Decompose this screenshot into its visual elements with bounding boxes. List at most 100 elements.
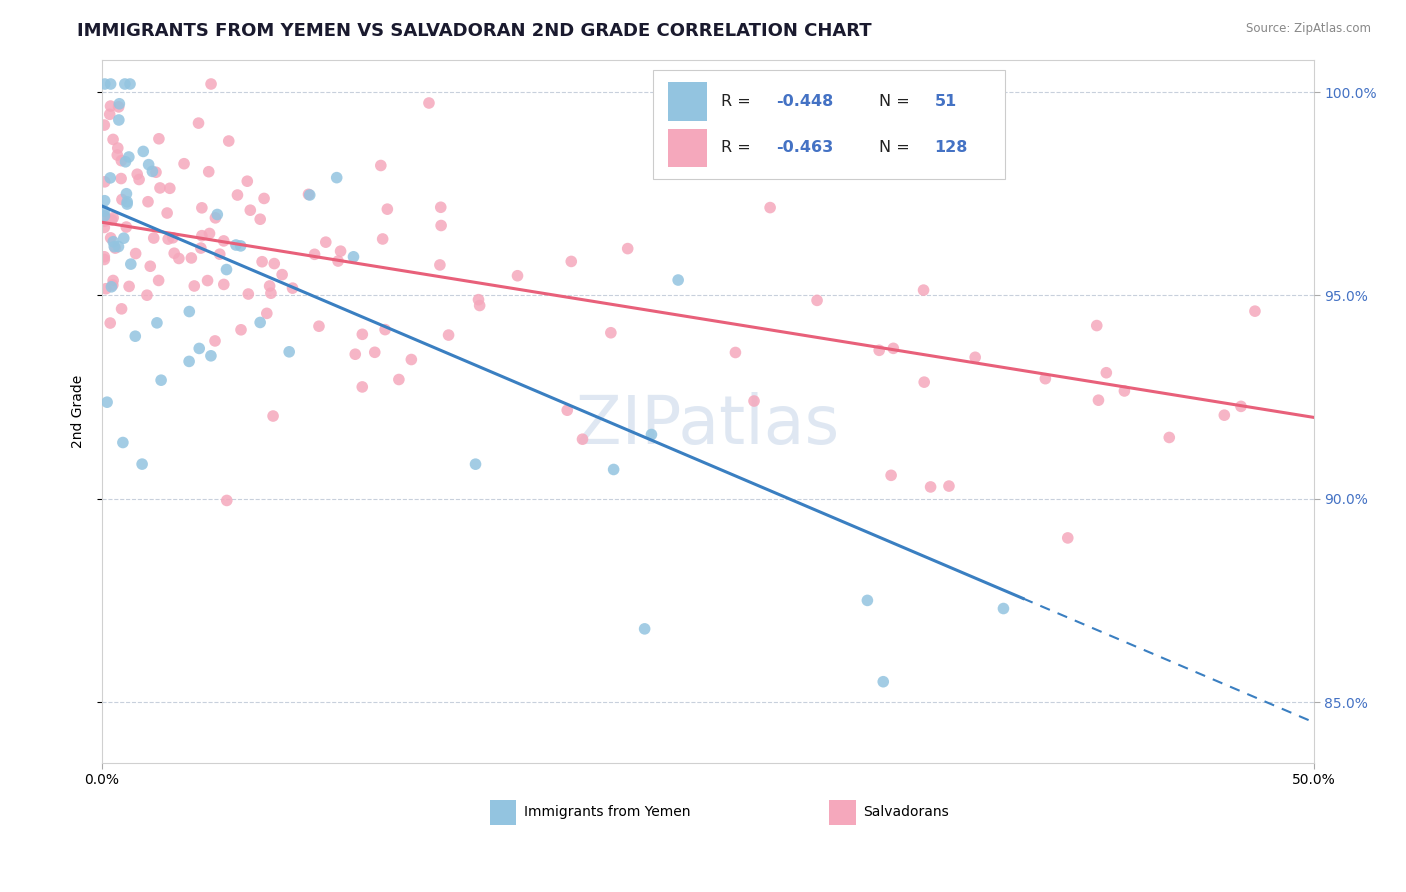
- Point: [249, 212, 271, 227]
- Point: [872, 674, 894, 689]
- Point: [467, 293, 489, 307]
- Point: [198, 227, 221, 241]
- Point: [1244, 304, 1267, 318]
- Point: [101, 273, 124, 287]
- Point: [115, 220, 138, 235]
- Point: [100, 77, 122, 91]
- Point: [1085, 318, 1108, 333]
- Point: [108, 96, 131, 111]
- Text: IMMIGRANTS FROM YEMEN VS SALVADORAN 2ND GRADE CORRELATION CHART: IMMIGRANTS FROM YEMEN VS SALVADORAN 2ND …: [77, 22, 872, 40]
- Point: [191, 228, 214, 243]
- Point: [229, 323, 252, 337]
- Point: [173, 157, 195, 171]
- Point: [326, 254, 349, 268]
- Point: [464, 457, 486, 471]
- Text: -0.463: -0.463: [776, 140, 832, 155]
- Text: 51: 51: [935, 94, 957, 109]
- Point: [1213, 408, 1236, 422]
- Point: [571, 432, 593, 446]
- Point: [93, 118, 115, 132]
- Point: [256, 306, 278, 320]
- Point: [208, 247, 231, 261]
- Point: [880, 468, 903, 483]
- Point: [429, 200, 451, 214]
- Point: [156, 206, 179, 220]
- Point: [262, 409, 284, 423]
- Point: [149, 181, 172, 195]
- Point: [263, 257, 285, 271]
- Point: [93, 175, 115, 189]
- Point: [468, 298, 491, 312]
- Point: [107, 239, 129, 253]
- Point: [560, 254, 582, 268]
- Point: [93, 203, 115, 218]
- Point: [856, 593, 879, 607]
- Point: [759, 201, 782, 215]
- Text: ZIPatlas: ZIPatlas: [576, 392, 839, 458]
- Point: [187, 116, 209, 130]
- Point: [938, 479, 960, 493]
- Point: [555, 403, 578, 417]
- Point: [118, 150, 141, 164]
- Point: [297, 187, 319, 202]
- Point: [304, 247, 326, 261]
- Point: [1056, 531, 1078, 545]
- Text: R =: R =: [721, 94, 756, 109]
- Point: [868, 343, 890, 358]
- Point: [271, 268, 294, 282]
- Point: [124, 246, 146, 260]
- Point: [179, 304, 201, 318]
- Point: [93, 220, 115, 235]
- Point: [108, 113, 131, 128]
- Text: Source: ZipAtlas.com: Source: ZipAtlas.com: [1246, 22, 1371, 36]
- Point: [145, 165, 167, 179]
- Point: [315, 235, 337, 249]
- Point: [100, 213, 122, 227]
- Point: [882, 342, 904, 356]
- Point: [179, 354, 201, 368]
- Point: [100, 99, 122, 113]
- Point: [141, 164, 163, 178]
- Point: [115, 197, 138, 211]
- Point: [298, 188, 321, 202]
- Point: [191, 201, 214, 215]
- Point: [103, 235, 125, 249]
- Point: [329, 244, 352, 259]
- Point: [724, 345, 747, 359]
- Bar: [668, 128, 707, 167]
- Point: [225, 238, 247, 252]
- Point: [110, 153, 132, 168]
- Point: [506, 268, 529, 283]
- Point: [437, 328, 460, 343]
- Point: [640, 427, 662, 442]
- Point: [253, 191, 276, 205]
- Point: [93, 250, 115, 264]
- Point: [111, 193, 134, 207]
- Point: [1230, 400, 1253, 414]
- Point: [212, 234, 235, 248]
- Point: [308, 319, 330, 334]
- Point: [105, 148, 128, 162]
- Text: N =: N =: [879, 140, 915, 155]
- Point: [94, 282, 117, 296]
- Point: [103, 240, 125, 254]
- Point: [115, 186, 138, 201]
- Point: [98, 170, 121, 185]
- Point: [218, 134, 240, 148]
- Point: [1114, 384, 1136, 398]
- Point: [666, 273, 689, 287]
- Point: [364, 345, 387, 359]
- Point: [278, 344, 301, 359]
- Point: [124, 329, 146, 343]
- Point: [965, 351, 987, 365]
- Point: [430, 219, 453, 233]
- Text: -0.448: -0.448: [776, 94, 832, 109]
- Point: [912, 375, 935, 389]
- Point: [429, 258, 451, 272]
- Point: [138, 158, 160, 172]
- Point: [146, 316, 169, 330]
- Point: [188, 342, 211, 356]
- Point: [325, 170, 347, 185]
- Point: [249, 316, 271, 330]
- Point: [259, 279, 281, 293]
